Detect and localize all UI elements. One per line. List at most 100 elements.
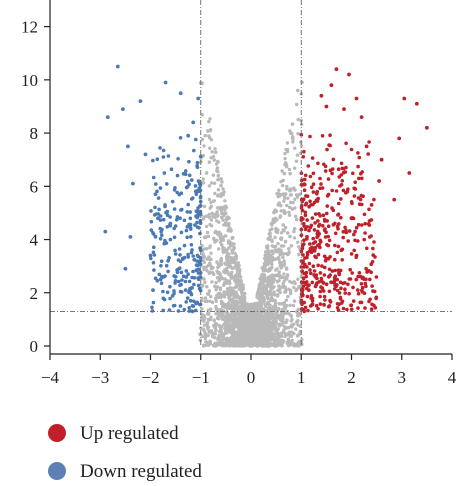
grey-point: [283, 192, 288, 196]
up-point: [301, 287, 305, 292]
down-point: [151, 260, 156, 265]
down-point: [151, 175, 156, 180]
grey-point: [251, 320, 255, 324]
grey-point: [221, 187, 225, 191]
grey-point: [225, 343, 229, 347]
up-point: [325, 211, 329, 216]
grey-point: [214, 307, 218, 311]
grey-point: [213, 147, 217, 151]
up-point: [332, 287, 337, 291]
grey-point: [271, 337, 275, 341]
up-point: [305, 294, 310, 299]
grey-point: [250, 339, 254, 344]
up-point: [333, 257, 337, 262]
grey-point: [282, 262, 287, 266]
grey-point: [296, 307, 301, 312]
grey-point: [215, 168, 219, 173]
grey-point: [234, 343, 238, 347]
up-point: [338, 297, 343, 301]
grey-point: [208, 261, 212, 265]
grey-point: [209, 295, 213, 299]
grey-point: [298, 340, 302, 344]
up-point: [322, 273, 327, 277]
grey-point: [282, 199, 286, 203]
grey-point: [202, 343, 206, 348]
down-point: [190, 248, 194, 252]
grey-point: [259, 280, 263, 284]
down-point: [158, 214, 163, 218]
grey-point: [245, 343, 249, 347]
grey-point: [202, 314, 206, 318]
down-point: [156, 196, 161, 200]
grey-point: [236, 265, 241, 269]
down-point: [158, 146, 162, 150]
down-point: [183, 288, 188, 292]
grey-point: [225, 248, 229, 252]
grey-point: [296, 344, 301, 348]
grey-point: [287, 213, 292, 217]
down-point: [197, 267, 201, 272]
down-point: [103, 229, 108, 234]
up-point: [302, 224, 306, 228]
grey-point: [228, 286, 232, 291]
down-point: [182, 243, 187, 248]
up-point: [397, 136, 402, 141]
up-point: [318, 289, 323, 294]
grey-point: [243, 340, 247, 344]
grey-point: [279, 302, 284, 306]
grey-point: [226, 328, 230, 332]
down-point: [193, 189, 198, 194]
down-point: [198, 154, 203, 159]
up-point: [359, 282, 364, 286]
up-point: [339, 161, 344, 166]
up-point: [364, 144, 369, 149]
up-point: [352, 194, 357, 198]
up-point: [308, 268, 312, 272]
down-point: [165, 225, 170, 229]
grey-point: [218, 207, 223, 211]
grey-point: [212, 181, 217, 185]
down-point: [149, 228, 154, 232]
grey-point: [287, 330, 291, 335]
down-point: [195, 263, 200, 268]
up-point: [377, 179, 381, 183]
up-point: [360, 290, 365, 294]
down-point: [194, 137, 198, 142]
down-point: [172, 235, 177, 240]
y-tick-label: 0: [30, 337, 39, 356]
grey-point: [283, 225, 288, 230]
grey-point: [293, 146, 297, 150]
grey-point: [286, 337, 290, 341]
grey-point: [227, 342, 231, 347]
grey-point: [254, 320, 258, 324]
up-point: [323, 227, 327, 231]
grey-point: [282, 244, 286, 248]
grey-point: [202, 267, 206, 272]
down-point: [175, 217, 179, 222]
grey-point: [218, 292, 223, 297]
up-point: [339, 197, 343, 201]
grey-point: [208, 136, 212, 140]
up-point: [333, 243, 337, 248]
down-point: [190, 275, 194, 280]
grey-point: [211, 334, 215, 339]
grey-point: [261, 338, 265, 343]
grey-point: [243, 322, 248, 326]
grey-point: [234, 284, 239, 289]
up-point: [300, 307, 304, 311]
grey-point: [209, 218, 213, 222]
grey-point: [290, 122, 295, 126]
grey-point: [202, 329, 206, 333]
down-point: [172, 226, 176, 231]
up-point: [339, 248, 344, 253]
grey-point: [289, 193, 293, 197]
up-point: [392, 197, 397, 202]
down-point: [165, 290, 170, 295]
down-point: [189, 292, 194, 297]
up-point: [368, 277, 372, 282]
up-point: [379, 157, 384, 162]
down-point: [123, 266, 128, 271]
down-point: [197, 226, 201, 230]
down-point: [181, 172, 186, 176]
up-point: [311, 171, 316, 176]
